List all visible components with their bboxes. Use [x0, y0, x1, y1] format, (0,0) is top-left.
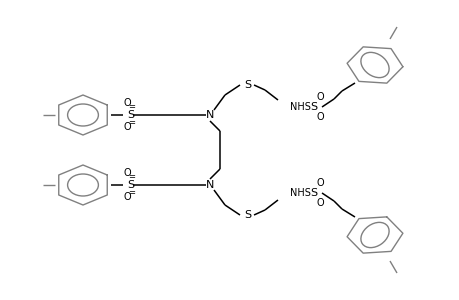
Text: NHS: NHS [289, 102, 310, 112]
Text: N: N [205, 180, 214, 190]
Text: S: S [309, 188, 316, 198]
Text: S: S [244, 210, 251, 220]
Text: O: O [124, 98, 131, 108]
Text: O: O [316, 198, 324, 208]
Text: O: O [124, 122, 131, 132]
Text: =: = [128, 172, 134, 182]
Text: N: N [205, 110, 214, 120]
Text: =: = [128, 118, 134, 127]
Text: S: S [244, 80, 251, 90]
Text: O: O [124, 168, 131, 178]
Text: NHS: NHS [289, 188, 310, 198]
Text: S: S [127, 110, 134, 120]
Text: O: O [316, 112, 324, 122]
Text: O: O [124, 192, 131, 202]
Text: S: S [127, 180, 134, 190]
Text: O: O [316, 92, 324, 102]
Text: O: O [316, 178, 324, 188]
Text: =: = [128, 188, 134, 197]
Text: S: S [309, 102, 316, 112]
Text: =: = [128, 103, 134, 112]
